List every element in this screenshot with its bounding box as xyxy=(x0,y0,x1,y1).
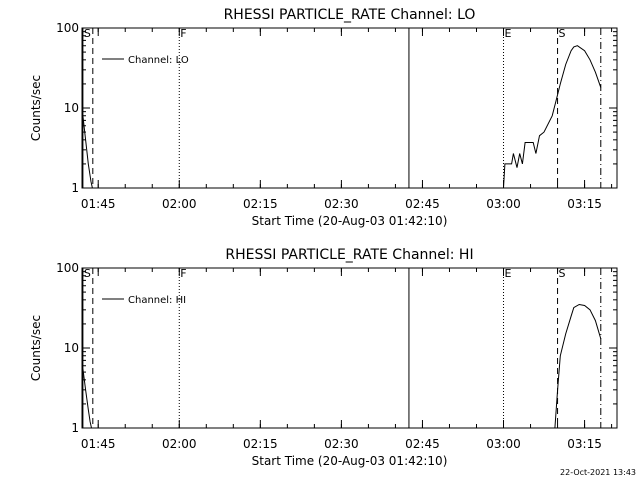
y-tick-label: 10 xyxy=(64,341,79,355)
x-tick-label: 03:15 xyxy=(567,197,602,211)
series-line xyxy=(82,368,92,429)
event-marker-label: E xyxy=(505,267,512,280)
x-tick-label: 01:45 xyxy=(81,197,116,211)
x-axis-label: Start Time (20-Aug-03 01:42:10) xyxy=(252,454,448,468)
x-tick-label: 02:30 xyxy=(324,437,359,451)
series-line xyxy=(82,115,93,189)
panel-lo: RHESSI PARTICLE_RATE Channel: LO Counts/s… xyxy=(29,7,618,228)
event-marker-label: F xyxy=(180,27,186,40)
x-tick-label: 02:15 xyxy=(243,437,278,451)
plot-frame xyxy=(81,27,618,189)
x-tick-label: 03:00 xyxy=(486,197,521,211)
x-tick-label: 02:15 xyxy=(243,197,278,211)
series-line xyxy=(503,45,602,189)
event-marker-label: S xyxy=(559,267,566,280)
x-tick-label: 01:45 xyxy=(81,437,116,451)
x-tick-label: 02:30 xyxy=(324,197,359,211)
legend-label: Channel: LO xyxy=(128,55,189,66)
chart-title: RHESSI PARTICLE_RATE Channel: LO xyxy=(224,7,476,23)
plot-frame xyxy=(81,267,618,429)
event-marker-label: E xyxy=(505,27,512,40)
y-tick-label: 100 xyxy=(56,261,79,275)
x-tick-label: 02:00 xyxy=(162,437,197,451)
x-tick-label: 02:45 xyxy=(405,197,440,211)
y-axis-label: Counts/sec xyxy=(29,75,43,141)
event-marker-label: S xyxy=(84,267,91,280)
event-marker-label: S xyxy=(84,27,91,40)
y-tick-label: 10 xyxy=(64,101,79,115)
footer-timestamp: 22-Oct-2021 13:43 xyxy=(560,468,636,477)
x-axis-label: Start Time (20-Aug-03 01:42:10) xyxy=(252,214,448,228)
series-line xyxy=(554,303,602,429)
y-tick-label: 100 xyxy=(56,21,79,35)
legend-label: Channel: HI xyxy=(128,295,186,306)
chart-title: RHESSI PARTICLE_RATE Channel: HI xyxy=(225,247,473,263)
x-tick-label: 02:00 xyxy=(162,197,197,211)
y-tick-label: 1 xyxy=(71,181,79,195)
event-marker-label: F xyxy=(180,267,186,280)
x-tick-label: 02:45 xyxy=(405,437,440,451)
panel-hi: RHESSI PARTICLE_RATE Channel: HI Counts/s… xyxy=(29,247,618,468)
y-axis-label: Counts/sec xyxy=(29,315,43,381)
event-marker-label: S xyxy=(559,27,566,40)
x-tick-label: 03:00 xyxy=(486,437,521,451)
x-tick-label: 03:15 xyxy=(567,437,602,451)
y-tick-label: 1 xyxy=(71,421,79,435)
